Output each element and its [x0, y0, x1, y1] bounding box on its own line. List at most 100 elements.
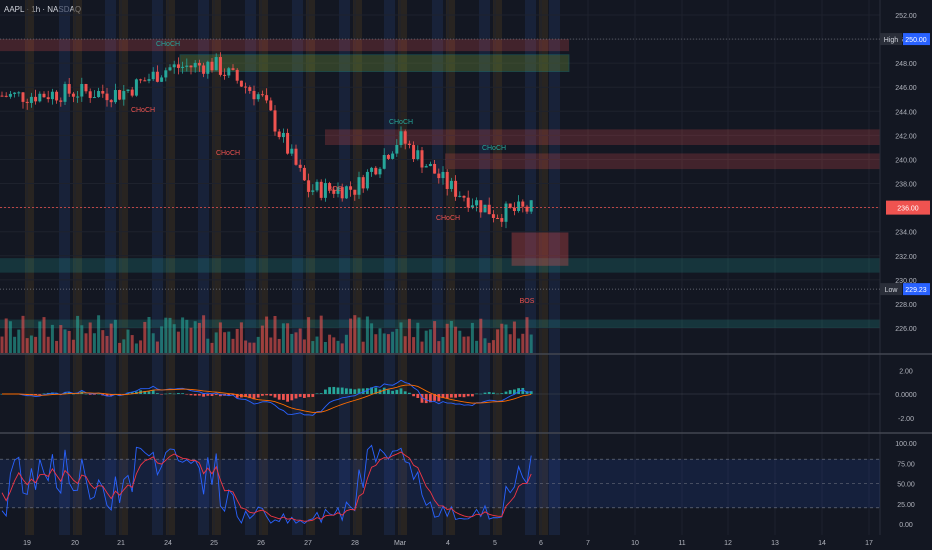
- volume-bar: [374, 334, 378, 353]
- macd-histogram-bar: [42, 393, 46, 395]
- macd-histogram-bar: [382, 387, 386, 394]
- volume-bar: [281, 323, 285, 353]
- macd-histogram-bar: [105, 394, 109, 397]
- volume-bar: [491, 340, 495, 353]
- candle-body: [353, 189, 357, 195]
- time-tick-label: 24: [164, 540, 172, 547]
- volume-bar: [357, 317, 361, 353]
- macd-histogram-bar: [521, 387, 525, 394]
- candle-body: [113, 90, 117, 103]
- candle-body: [504, 203, 508, 222]
- macd-histogram-bar: [349, 388, 352, 394]
- session-bands: [25, 0, 560, 535]
- volume-bar: [38, 321, 42, 353]
- candle-body: [218, 57, 222, 75]
- macd-histogram-bar: [286, 394, 289, 402]
- price-tick-label: 234.00: [895, 230, 917, 237]
- candle-body: [164, 70, 168, 78]
- candle-body: [277, 131, 281, 138]
- low-tag: Low: [885, 287, 899, 294]
- candle-body: [38, 93, 42, 102]
- candle-body: [176, 64, 180, 68]
- candle-body: [311, 190, 315, 192]
- macd-histogram-bar: [391, 390, 394, 394]
- candle-body: [13, 92, 17, 94]
- volume-bar: [349, 318, 353, 353]
- candle-body: [433, 163, 437, 174]
- macd-histogram-bar: [324, 389, 327, 394]
- volume-bar: [76, 315, 80, 353]
- macd-histogram-bar: [471, 394, 474, 397]
- volume-bar: [517, 338, 521, 353]
- time-tick-label: 14: [818, 540, 826, 547]
- macd-histogram-bar: [315, 393, 319, 394]
- candle-body: [265, 95, 269, 101]
- volume-bar: [231, 338, 235, 353]
- volume-bar: [298, 328, 302, 353]
- candle-body: [197, 62, 201, 66]
- volume-bar: [46, 336, 50, 353]
- macd-histogram-bar: [353, 389, 357, 394]
- macd-histogram-bar: [403, 391, 407, 394]
- volume-bar: [71, 339, 75, 353]
- volume-bar: [483, 338, 487, 353]
- candle-body: [244, 86, 248, 88]
- volume-bar: [487, 342, 491, 353]
- volume-bar: [407, 318, 411, 353]
- candle-body: [155, 71, 159, 82]
- candle-body: [466, 197, 470, 208]
- candle-body: [0, 95, 4, 97]
- time-tick-label: 21: [117, 540, 125, 547]
- candle-body: [437, 173, 441, 179]
- premarket-band: [398, 0, 407, 535]
- macd-histogram-bar: [374, 387, 378, 394]
- candle-body: [92, 97, 96, 99]
- candle-body: [340, 187, 344, 199]
- candle-body: [441, 171, 445, 179]
- low-value-bg: [903, 283, 930, 296]
- price-tick-label: 242.00: [895, 133, 917, 140]
- macd-histogram-bar: [483, 392, 487, 394]
- premarket-band: [539, 0, 548, 535]
- time-tick-label: 7: [586, 540, 590, 547]
- volume-bar: [50, 324, 54, 353]
- candle-body: [386, 155, 390, 159]
- macd-histogram-bar: [277, 394, 281, 400]
- candle-body: [416, 150, 420, 160]
- price-tick-label: 238.00: [895, 182, 917, 189]
- candle-body: [143, 80, 147, 82]
- macd-histogram-bar: [420, 394, 424, 403]
- volume-bar: [391, 331, 395, 353]
- stoch-d-line: [1, 451, 532, 522]
- stoch-tick-label: 75.00: [897, 461, 915, 468]
- volume-bar: [445, 323, 449, 353]
- macd-histogram-bar: [214, 394, 218, 395]
- macd-histogram-bar: [231, 394, 235, 396]
- candle-body: [315, 181, 319, 191]
- candle-body: [210, 61, 214, 71]
- high-tag-bg: [880, 33, 902, 46]
- volume-bar: [59, 325, 63, 353]
- volume-bar: [454, 326, 458, 353]
- candle-body: [420, 150, 424, 168]
- low-tag-bg: [880, 283, 902, 296]
- volume-bar: [189, 327, 193, 353]
- macd-histogram-bar: [303, 394, 306, 398]
- macd-histogram-bar: [147, 391, 151, 394]
- candle-body: [269, 100, 273, 111]
- candle-body: [252, 90, 256, 100]
- volume-bar: [500, 323, 504, 353]
- candle-body: [336, 187, 340, 194]
- volume-bar: [160, 326, 164, 353]
- macd-histogram-bar: [265, 394, 268, 396]
- afterhours-band: [245, 0, 256, 535]
- candle-body: [168, 67, 172, 71]
- macd-histogram-bar: [261, 394, 264, 396]
- macd-histogram-bar: [433, 394, 436, 401]
- candle-body: [101, 91, 105, 94]
- low-value: 229.23: [905, 287, 927, 294]
- volume-bar: [340, 343, 344, 353]
- candle-body: [206, 61, 210, 74]
- candle-body: [483, 204, 487, 213]
